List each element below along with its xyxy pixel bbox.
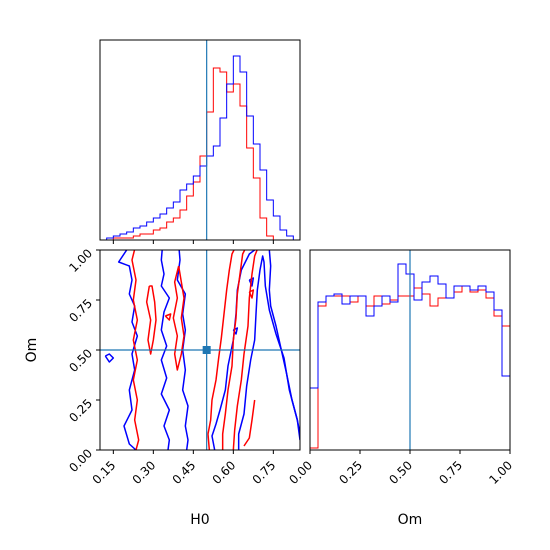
contour-xtick-label: 0.30 [130,458,159,487]
contour-series [104,250,300,450]
om-marginal-xlabel: Om [398,512,423,528]
contour-red-line [248,289,255,299]
h0-marginal-red-histogram [100,67,300,240]
om-marginal-blue-histogram [310,263,510,450]
om-marginal-xtick-label: 0.25 [336,458,365,487]
contour-ytick-label: 1.00 [66,246,95,275]
contour-xtick-label: 0.75 [250,458,279,487]
om-marginal-series [310,263,510,450]
om-marginal-red-histogram [310,285,510,450]
h0-marginal-blue-histogram [100,55,300,240]
contour-ylabel: Om [24,338,40,363]
h0-marginal-frame [99,39,301,241]
contour-blue-line [104,353,115,363]
contour-red-line [145,285,157,355]
contour-red-line [172,265,185,371]
contour-ytick-label: 0.75 [66,296,95,325]
contour-ytick-label: 0.00 [66,446,95,475]
contour-xtick-label: 0.45 [170,458,199,487]
contour-red-line [164,313,172,321]
contour-red-line [207,250,235,450]
contour-ytick-label: 0.25 [66,396,95,425]
contour-blue-line [237,255,300,450]
om-marginal-xtick-label: 0.75 [436,458,465,487]
contour-truth-marker [202,346,211,354]
om-marginal-xtick-label: 0.50 [386,458,415,487]
contour-ytick-label: 0.50 [66,346,95,375]
h0-marginal-series [100,55,300,240]
om-marginal-xtick-label: 0.00 [286,458,315,487]
contour-red-line [243,399,256,447]
contour-xlabel: H0 [190,512,209,528]
contour-blue-line [160,250,171,450]
contour-red-line [221,250,246,450]
om-marginal-xtick-label: 1.00 [486,458,515,487]
contour-red-line [232,250,258,450]
contour-red-line [131,250,140,450]
contour-blue-line [117,250,139,450]
contour-xtick-label: 0.15 [90,458,119,487]
contour-xtick-label: 0.60 [210,458,239,487]
